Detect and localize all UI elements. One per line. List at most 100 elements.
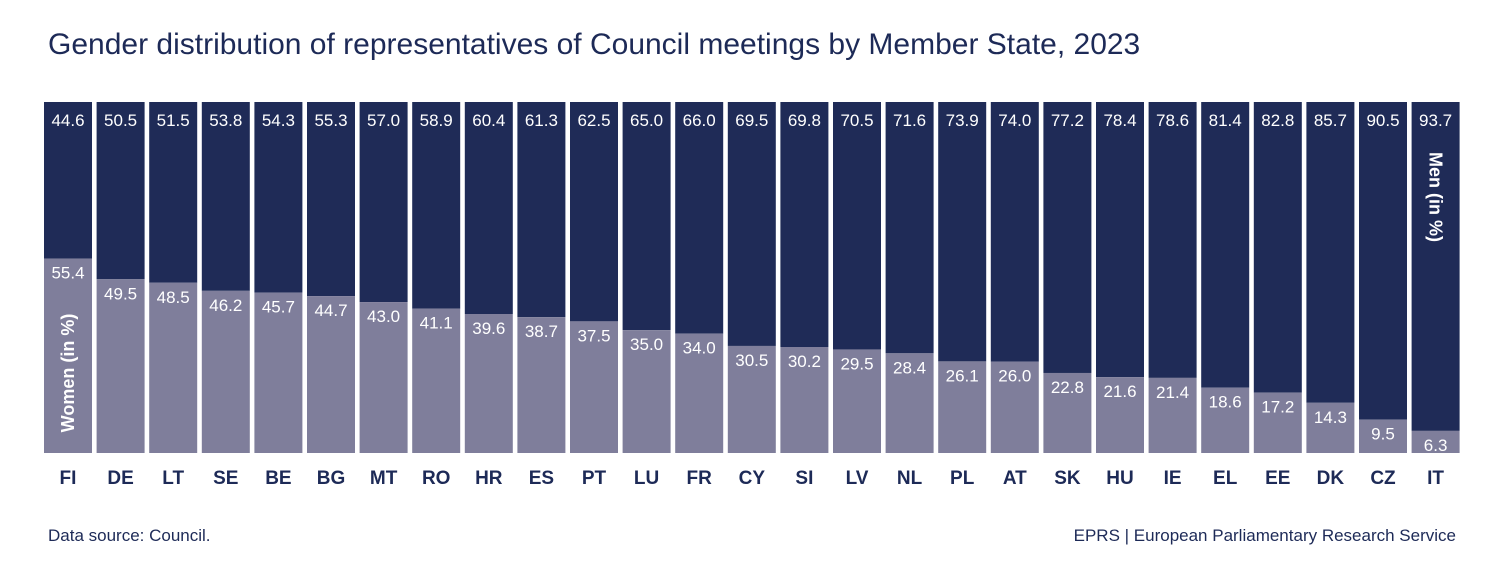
bar-women-el — [1201, 387, 1250, 453]
tick-label-nl: NL — [897, 468, 923, 489]
value-label-men-lv: 70.5 — [840, 111, 873, 130]
bar-women-ee — [1253, 392, 1302, 453]
tick-label-it: IT — [1427, 468, 1444, 489]
tick-label-be: BE — [265, 468, 291, 489]
tick-label-fr: FR — [687, 468, 713, 489]
value-label-men-fi: 44.6 — [51, 111, 84, 130]
value-label-women-dk: 14.3 — [1314, 408, 1347, 427]
value-label-women-nl: 28.4 — [893, 358, 926, 377]
value-label-women-ie: 21.4 — [1156, 383, 1189, 402]
bar-women-fi — [44, 258, 92, 453]
bar-men-es — [517, 102, 566, 318]
tick-label-lt: LT — [162, 468, 184, 489]
value-label-men-bg: 55.3 — [314, 111, 347, 130]
tick-label-ee: EE — [1265, 468, 1290, 489]
bar-men-hr — [464, 102, 513, 315]
value-label-men-lu: 65.0 — [630, 111, 663, 130]
value-label-women-si: 30.2 — [788, 352, 821, 371]
value-label-women-be: 45.7 — [262, 298, 295, 317]
value-label-women-de: 49.5 — [104, 284, 137, 303]
tick-label-es: ES — [529, 468, 554, 489]
bar-women-ro — [412, 308, 461, 453]
value-label-men-pl: 73.9 — [946, 111, 979, 130]
value-label-women-ee: 17.2 — [1261, 398, 1294, 417]
value-label-men-es: 61.3 — [525, 111, 558, 130]
value-label-men-it: 93.7 — [1419, 111, 1452, 130]
value-label-men-cz: 90.5 — [1366, 111, 1399, 130]
value-label-men-dk: 85.7 — [1314, 111, 1347, 130]
bar-men-hu — [1096, 102, 1144, 378]
value-label-women-lu: 35.0 — [630, 335, 663, 354]
bar-women-pt — [570, 321, 618, 453]
bar-women-hu — [1096, 377, 1144, 453]
value-label-women-se: 46.2 — [209, 296, 242, 315]
value-label-women-lt: 48.5 — [157, 288, 190, 307]
value-label-men-sk: 77.2 — [1051, 111, 1084, 130]
tick-label-ro: RO — [422, 468, 451, 489]
bar-women-hr — [464, 314, 513, 453]
bar-men-pt — [570, 102, 618, 322]
tick-label-de: DE — [107, 468, 133, 489]
bar-women-nl — [885, 353, 934, 453]
value-label-women-mt: 43.0 — [367, 307, 400, 326]
value-label-men-fr: 66.0 — [683, 111, 716, 130]
bar-women-at — [990, 361, 1039, 453]
value-label-women-cz: 9.5 — [1371, 425, 1395, 444]
bar-women-lt — [149, 282, 198, 453]
value-label-women-fi: 55.4 — [51, 264, 84, 283]
value-label-men-si: 69.8 — [788, 111, 821, 130]
bar-women-lv — [833, 349, 881, 453]
bar-men-bg — [307, 102, 355, 297]
bar-men-el — [1201, 102, 1250, 388]
bar-men-nl — [885, 102, 934, 354]
value-label-women-cy: 30.5 — [735, 351, 768, 370]
bar-women-fr — [675, 333, 724, 453]
value-label-men-hu: 78.4 — [1103, 111, 1136, 130]
bar-men-sk — [1043, 102, 1092, 373]
value-label-women-hr: 39.6 — [472, 319, 505, 338]
bar-women-lu — [622, 330, 671, 453]
value-label-men-ie: 78.6 — [1156, 111, 1189, 130]
bar-men-si — [780, 102, 829, 347]
bar-men-ie — [1148, 102, 1197, 378]
tick-label-pl: PL — [950, 468, 975, 489]
series-label-men: Men (in %) — [1426, 152, 1446, 242]
tick-label-at: AT — [1003, 468, 1027, 489]
credit-line: EPRS | European Parliamentary Research S… — [1073, 526, 1456, 545]
bar-women-sk — [1043, 372, 1092, 453]
bar-women-be — [254, 292, 303, 453]
bar-men-de — [96, 102, 145, 280]
tick-label-fi: FI — [60, 468, 77, 489]
data-source: Data source: Council. — [48, 526, 211, 545]
tick-label-lv: LV — [846, 468, 869, 489]
tick-label-se: SE — [213, 468, 238, 489]
bar-women-ie — [1148, 377, 1197, 453]
tick-label-mt: MT — [370, 468, 398, 489]
tick-label-pt: PT — [582, 468, 607, 489]
value-label-women-sk: 22.8 — [1051, 378, 1084, 397]
tick-label-si: SI — [795, 468, 813, 489]
bar-men-lv — [833, 102, 881, 350]
value-label-men-de: 50.5 — [104, 111, 137, 130]
bar-men-pl — [938, 102, 987, 362]
value-label-women-pt: 37.5 — [577, 326, 610, 345]
value-label-men-at: 74.0 — [998, 111, 1031, 130]
tick-label-cz: CZ — [1370, 468, 1396, 489]
tick-label-cy: CY — [739, 468, 766, 489]
value-label-men-ee: 82.8 — [1261, 111, 1294, 130]
bar-men-it — [1411, 102, 1460, 431]
value-label-men-ro: 58.9 — [420, 111, 453, 130]
bar-women-cy — [727, 345, 776, 453]
bar-women-bg — [307, 296, 355, 453]
value-label-men-hr: 60.4 — [472, 111, 505, 130]
tick-label-sk: SK — [1054, 468, 1081, 489]
bar-men-ee — [1253, 102, 1302, 393]
bar-women-pl — [938, 361, 987, 453]
bar-men-fi — [44, 102, 92, 259]
value-label-men-mt: 57.0 — [367, 111, 400, 130]
value-label-women-ro: 41.1 — [420, 314, 453, 333]
bar-women-es — [517, 317, 566, 453]
value-label-women-el: 18.6 — [1209, 393, 1242, 412]
